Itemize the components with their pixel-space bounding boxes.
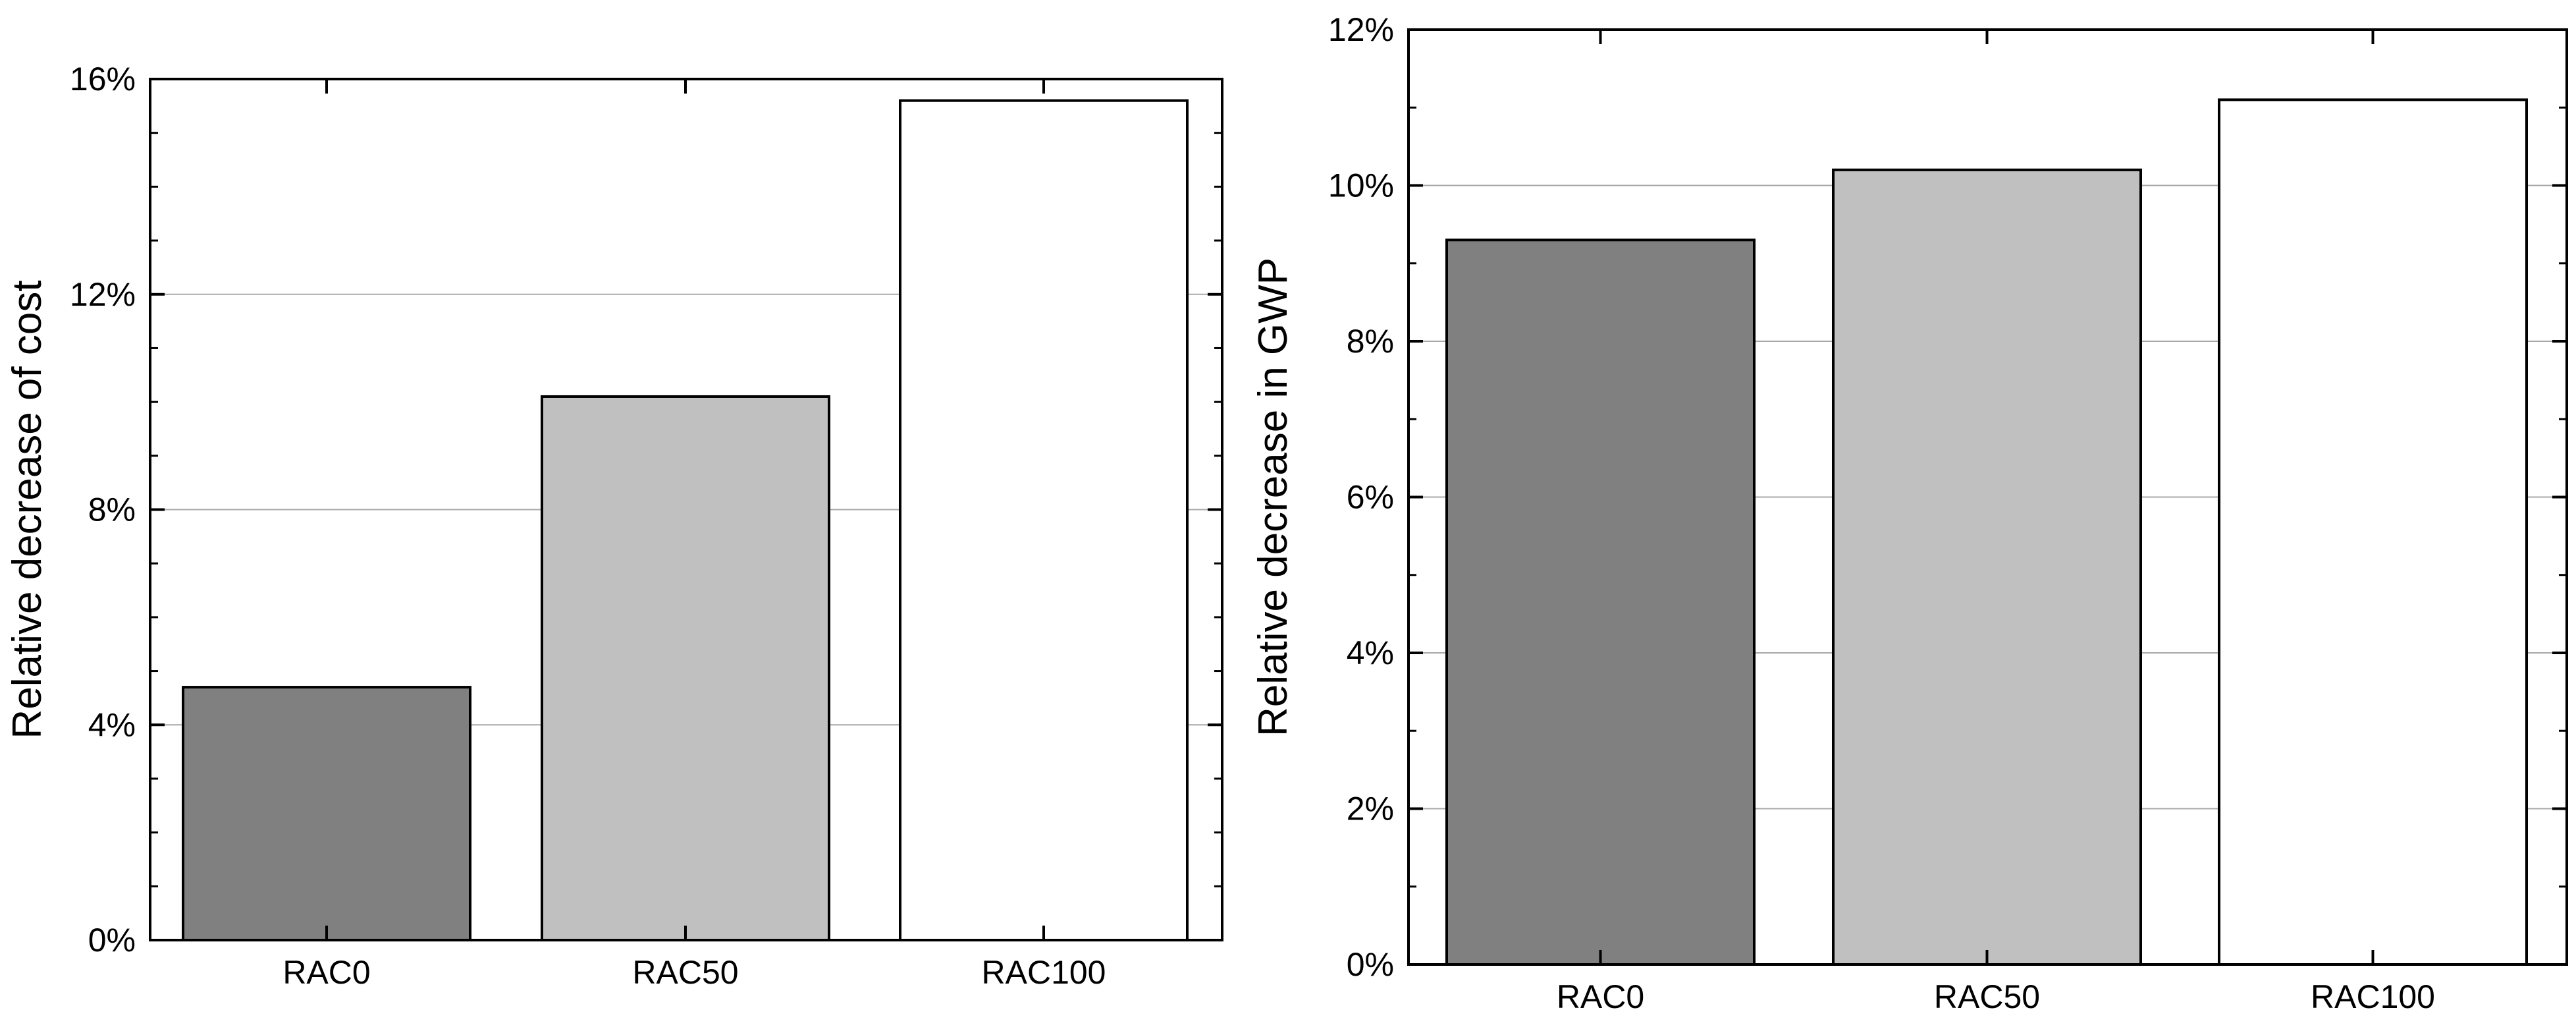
chart-0-ytick-label: 0% (88, 922, 136, 959)
chart-1-bar-rac100 (2218, 98, 2528, 966)
chart-1-ytick-label: 10% (1328, 167, 1394, 204)
chart-0-ytick-label: 12% (70, 276, 136, 313)
chart-1-ytick-label: 4% (1347, 634, 1394, 671)
chart-0-bar-rac50 (541, 395, 830, 941)
chart-0-y-axis-title: Relative decrease of cost (5, 280, 50, 739)
chart-cost: 0% 4% 8% 12% 16% RAC0 RAC50 RAC100 Relative decr… (5, 61, 1223, 991)
chart-gwp: 0% 2% 4% 6% 8% 10% 12% RAC0 RAC50 RAC100 Relative … (1250, 11, 2568, 1015)
chart-1-xtick-label-rac100: RAC100 (2311, 978, 2435, 1015)
chart-1-xtick-label-rac50: RAC50 (1934, 978, 2040, 1015)
chart-1-ytick-label: 2% (1347, 791, 1394, 827)
chart-0-ytick-label: 16% (70, 61, 136, 98)
chart-0-bar-rac100 (899, 99, 1189, 941)
chart-1-xtick-label-rac0: RAC0 (1557, 978, 1644, 1015)
chart-1-ytick-label: 12% (1328, 11, 1394, 48)
chart-1-bar-rac50 (1832, 168, 2142, 966)
chart-0-bar-rac0 (182, 686, 471, 941)
chart-1-ytick-label: 6% (1347, 479, 1394, 516)
chart-0-xtick-label-rac0: RAC0 (282, 954, 370, 991)
chart-1-y-axis-title: Relative decrease in GWP (1250, 258, 1296, 737)
chart-1-bar-rac0 (1445, 238, 1756, 966)
chart-0-ytick-label: 8% (88, 491, 136, 528)
chart-1-ytick-label: 0% (1347, 946, 1394, 983)
chart-1-ytick-label: 8% (1347, 323, 1394, 360)
chart-0-xtick-label-rac100: RAC100 (982, 954, 1106, 991)
chart-0-ytick-label: 4% (88, 706, 136, 743)
chart-0-xtick-label-rac50: RAC50 (632, 954, 738, 991)
